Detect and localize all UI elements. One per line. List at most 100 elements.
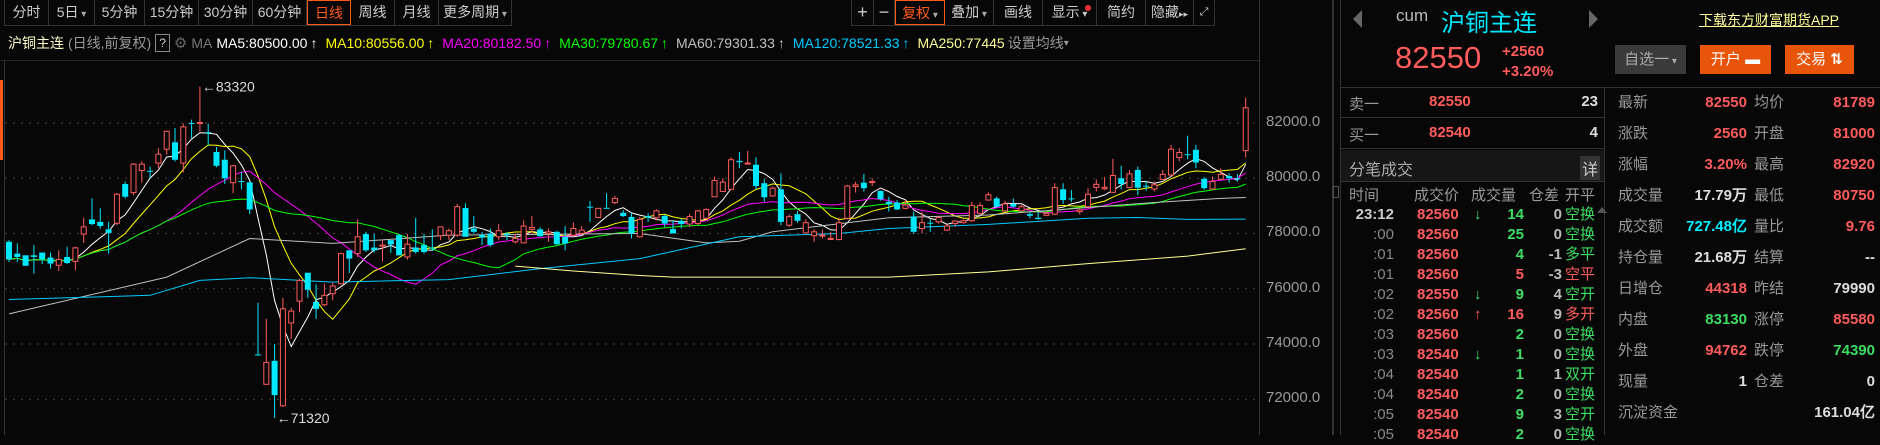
stat-value: 3.20% bbox=[1704, 156, 1747, 173]
ma-values: MA5:80500.00 ↑ MA10:80556.00 ↑ MA20:80182.50… bbox=[216, 35, 1007, 51]
prev-symbol-icon[interactable] bbox=[1353, 10, 1362, 28]
tick-price: 82560 bbox=[1417, 246, 1459, 263]
stat-value: 80750 bbox=[1833, 187, 1875, 204]
tick-oi-change: 0 bbox=[1553, 326, 1562, 343]
candle-up bbox=[844, 185, 851, 219]
stat-value: 0 bbox=[1866, 373, 1875, 390]
candle-up bbox=[819, 234, 826, 237]
gear-icon[interactable]: ⚙ bbox=[173, 35, 188, 52]
tick-volume: 9 bbox=[1515, 286, 1524, 303]
chart-scrollbar[interactable] bbox=[1332, 0, 1334, 435]
tick-type: 多开 bbox=[1565, 306, 1596, 323]
stat-label: 最高 bbox=[1754, 156, 1785, 173]
ask-volume: 23 bbox=[1581, 93, 1598, 110]
tab-period-0[interactable]: 分时 bbox=[5, 0, 49, 25]
candle-up bbox=[611, 197, 618, 204]
candle-up bbox=[728, 159, 735, 190]
next-symbol-icon[interactable] bbox=[1589, 10, 1598, 28]
stat-value: 1 bbox=[1738, 373, 1747, 390]
ma-value-0: MA5:80500.00 bbox=[216, 35, 308, 51]
stat-label: 仓差 bbox=[1754, 373, 1785, 390]
stats-row: 最新 82550 均价 81789 bbox=[1604, 87, 1880, 118]
tick-direction-icon: ↓ bbox=[1474, 286, 1482, 303]
candle-down bbox=[1035, 217, 1042, 220]
tab-period-9[interactable]: 更多周期 bbox=[439, 0, 511, 25]
scrollbar-grip-icon[interactable] bbox=[1333, 186, 1339, 198]
low-price-label: ←71320 bbox=[277, 410, 330, 426]
stat-value: -- bbox=[1865, 249, 1875, 266]
trade-button[interactable]: 交易 ⇅ bbox=[1785, 45, 1854, 74]
zoom-out-button[interactable]: − bbox=[874, 0, 895, 25]
scroll-indicator[interactable] bbox=[0, 80, 3, 160]
candle-down bbox=[313, 301, 320, 309]
fullscreen-icon[interactable]: ⤢ bbox=[1199, 6, 1209, 18]
tick-volume: 1 bbox=[1515, 366, 1524, 383]
tab-period-5[interactable]: 60分钟 bbox=[253, 0, 307, 25]
download-app-link[interactable]: 下载东方财富期货APP bbox=[1699, 12, 1840, 28]
watchlist-dropdown[interactable]: 自选一 ▾ bbox=[1615, 45, 1686, 74]
candle-down bbox=[1060, 189, 1067, 201]
tick-oi-change: 0 bbox=[1553, 226, 1562, 243]
tab-period-6[interactable]: 日线 bbox=[307, 0, 351, 25]
panel-divider bbox=[1604, 87, 1605, 435]
ma-value-5: MA120:78521.33 bbox=[792, 35, 900, 51]
tab-period-1[interactable]: 5日 bbox=[49, 0, 95, 25]
tab-period-8[interactable]: 月线 bbox=[395, 0, 439, 25]
candle-up bbox=[802, 222, 809, 234]
tick-type: 空换 bbox=[1565, 206, 1596, 223]
tab-period-3[interactable]: 15分钟 bbox=[145, 0, 199, 25]
ma-settings-button[interactable]: 设置均线 bbox=[1007, 35, 1064, 51]
candle-down bbox=[205, 132, 212, 134]
display-button[interactable]: 显示 ▾ bbox=[1043, 0, 1097, 25]
candle-down bbox=[429, 247, 436, 249]
tick-volume: 14 bbox=[1507, 206, 1524, 223]
candlestick-chart[interactable]: ←83320 ←71320 bbox=[0, 60, 1259, 435]
stats-row: 成交量 17.79万 最低 80750 bbox=[1604, 180, 1880, 211]
chart-toolbar: + − 复权 叠加 画线 显示 ▾ 简约 隐藏▸▸ ⤢ bbox=[851, 0, 1215, 26]
tick-time: 23:12 bbox=[1355, 206, 1394, 223]
simple-button[interactable]: 简约 bbox=[1097, 0, 1146, 25]
candle-up bbox=[80, 226, 87, 235]
draw-button[interactable]: 画线 bbox=[994, 0, 1043, 25]
stat-label: 沉淀资金 bbox=[1618, 404, 1679, 421]
overlay-button[interactable]: 叠加 bbox=[945, 0, 994, 25]
candle-up bbox=[1176, 152, 1183, 159]
tick-price: 82540 bbox=[1417, 366, 1459, 383]
candle-down bbox=[213, 152, 220, 166]
tab-period-7[interactable]: 周线 bbox=[351, 0, 395, 25]
candle-up bbox=[379, 244, 386, 247]
chevron-down-icon: ▾ bbox=[1079, 9, 1088, 20]
candle-down bbox=[246, 182, 253, 210]
candle-down bbox=[470, 228, 477, 232]
candle-down bbox=[628, 216, 635, 234]
tick-volume: 9 bbox=[1515, 406, 1524, 423]
stat-label: 结算 bbox=[1754, 249, 1785, 266]
tab-period-2[interactable]: 5分钟 bbox=[95, 0, 145, 25]
candle-down bbox=[661, 215, 668, 224]
candle-down bbox=[1118, 178, 1125, 185]
stat-label: 涨跌 bbox=[1618, 125, 1649, 142]
arrow-up-icon: ↑ bbox=[661, 35, 669, 51]
hide-button[interactable]: 隐藏▸▸ bbox=[1146, 0, 1194, 25]
tab-period-4[interactable]: 30分钟 bbox=[199, 0, 253, 25]
candle-down bbox=[1143, 185, 1150, 187]
candle-up bbox=[404, 243, 411, 258]
candle-down bbox=[47, 257, 54, 264]
ma-line-ma10 bbox=[8, 144, 1247, 321]
help-button[interactable]: ? bbox=[155, 34, 170, 52]
ticks-scroll-up-icon[interactable] bbox=[1597, 207, 1607, 213]
adjust-button[interactable]: 复权 bbox=[895, 0, 945, 25]
tick-oi-change: 0 bbox=[1553, 346, 1562, 363]
ask-label: 卖一 bbox=[1349, 96, 1380, 113]
candle-down bbox=[238, 181, 245, 183]
y-tick-label: 80000.0 bbox=[1266, 168, 1321, 186]
candle-up bbox=[1209, 181, 1216, 190]
stat-label: 现量 bbox=[1618, 373, 1649, 390]
tick-time: :04 bbox=[1373, 366, 1394, 383]
candle-up bbox=[296, 279, 303, 302]
detail-button[interactable]: 详 bbox=[1579, 156, 1600, 180]
tick-type: 空开 bbox=[1565, 406, 1596, 423]
ma-line-ma30 bbox=[8, 183, 1246, 269]
open-account-button[interactable]: 开户 ▬ bbox=[1700, 45, 1771, 74]
zoom-in-button[interactable]: + bbox=[852, 0, 874, 25]
